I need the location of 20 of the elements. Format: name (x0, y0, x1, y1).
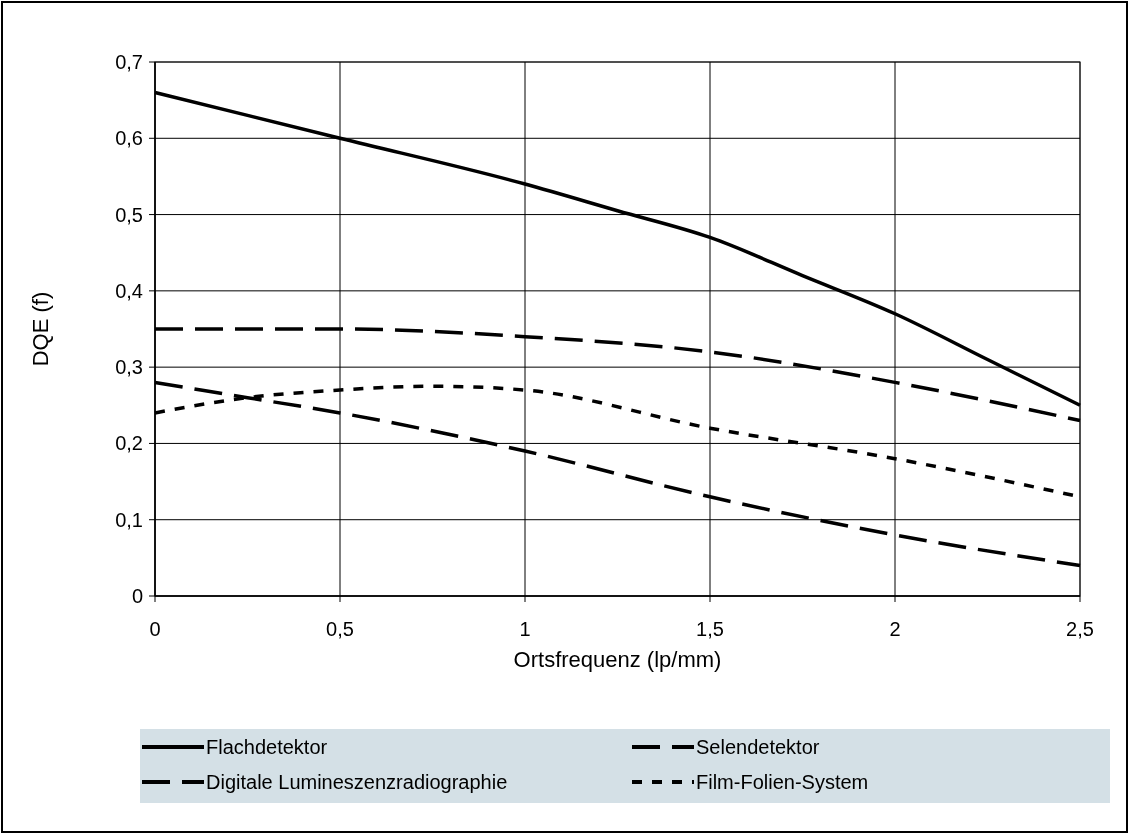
y-tick-label: 0,7 (115, 51, 143, 73)
x-tick-label: 0,5 (326, 618, 354, 640)
x-tick-label: 2,5 (1066, 618, 1094, 640)
y-tick-label: 0,6 (115, 127, 143, 150)
x-tick-label: 2 (889, 618, 901, 640)
x-tick-label: 0 (149, 618, 161, 640)
y-tick-label: 0,1 (115, 508, 143, 531)
y-tick-label: 0,4 (115, 279, 143, 302)
y-axis-title: DQE (f) (28, 291, 53, 367)
legend-label: Digitale Lumineszenzradiographie (206, 771, 508, 793)
x-tick-label: 1,5 (696, 618, 724, 640)
x-tick-label: 1 (519, 618, 531, 640)
legend-label: Selendetektor (696, 736, 820, 758)
x-axis-title: Ortsfrequenz (lp/mm) (513, 647, 722, 672)
legend-label: Flachdetektor (206, 736, 328, 758)
y-tick-label: 0,2 (115, 432, 143, 455)
y-tick-label: 0 (131, 585, 143, 607)
y-tick-label: 0,5 (115, 203, 143, 226)
legend-label: Film-Folien-System (696, 771, 869, 793)
y-tick-label: 0,3 (115, 356, 143, 379)
